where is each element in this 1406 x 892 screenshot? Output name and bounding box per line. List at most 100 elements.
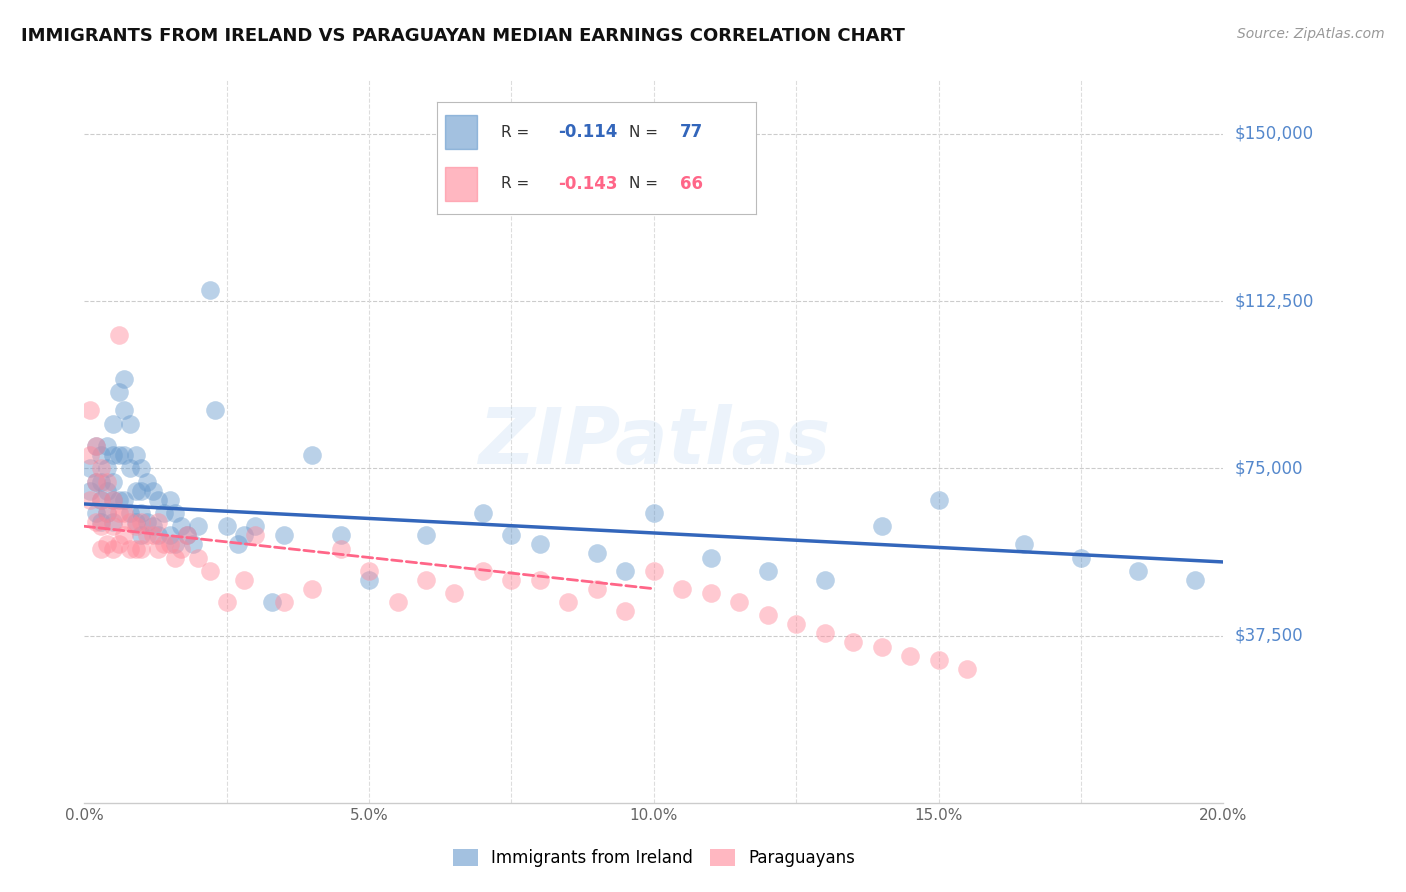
Point [170,541,193,556]
Point [101,541,124,556]
Point [101,417,124,431]
Point [79,483,101,498]
Point [112,506,135,520]
Point [529,537,551,551]
Point [232,528,254,542]
Point [118,461,141,475]
Point [586,546,609,560]
Point [165,506,187,520]
Point [79,492,101,507]
Point [273,528,295,542]
Point [956,662,979,676]
Point [112,448,135,462]
Point [170,519,193,533]
Point [107,492,129,507]
Point [1126,564,1149,578]
Point [101,515,124,529]
Point [107,537,129,551]
Point [1184,573,1206,587]
Point [232,573,254,587]
Point [107,506,129,520]
Point [898,648,921,663]
Point [90,492,112,507]
Point [96,461,118,475]
Point [118,515,141,529]
Point [118,541,141,556]
Point [443,586,465,600]
Point [124,519,146,533]
Point [90,541,112,556]
Point [472,506,495,520]
Point [198,283,221,297]
Point [124,448,146,462]
Point [142,483,165,498]
Point [415,528,437,542]
Point [159,492,181,507]
Text: Source: ZipAtlas.com: Source: ZipAtlas.com [1237,27,1385,41]
Point [118,417,141,431]
Point [96,506,118,520]
Point [215,519,238,533]
Point [1012,537,1035,551]
Point [165,537,187,551]
Point [756,564,779,578]
Point [131,528,153,542]
Point [501,528,523,542]
Point [643,564,665,578]
Text: $150,000: $150,000 [1234,125,1313,143]
Point [187,550,209,565]
Point [148,541,170,556]
Point [814,573,837,587]
Point [101,448,124,462]
Point [728,595,751,609]
Point [245,528,267,542]
Point [142,528,165,542]
Legend: Immigrants from Ireland, Paraguayans: Immigrants from Ireland, Paraguayans [446,842,862,874]
Point [181,537,204,551]
Point [84,515,107,529]
Point [198,564,221,578]
Point [96,475,118,489]
Point [131,461,153,475]
Point [643,506,665,520]
Point [245,519,267,533]
Point [226,537,249,551]
Point [928,653,950,667]
Point [262,595,284,609]
Point [96,537,118,551]
Point [118,506,141,520]
Point [153,506,176,520]
Point [107,327,129,342]
Point [142,519,165,533]
Point [90,461,112,475]
Point [107,385,129,400]
Point [136,528,159,542]
Point [756,608,779,623]
Point [614,564,637,578]
Point [359,564,381,578]
Point [90,515,112,529]
Point [84,506,107,520]
Point [700,586,723,600]
Point [136,475,159,489]
Text: IMMIGRANTS FROM IRELAND VS PARAGUAYAN MEDIAN EARNINGS CORRELATION CHART: IMMIGRANTS FROM IRELAND VS PARAGUAYAN ME… [21,27,905,45]
Point [84,475,107,489]
Point [131,506,153,520]
Point [301,582,323,596]
Point [101,492,124,507]
Point [700,550,723,565]
Point [90,475,112,489]
Text: ZIPatlas: ZIPatlas [478,403,830,480]
Point [131,515,153,529]
Point [112,403,135,417]
Point [112,372,135,386]
Point [387,595,409,609]
Text: $112,500: $112,500 [1234,292,1313,310]
Point [814,626,837,640]
Point [187,519,209,533]
Point [131,541,153,556]
Point [96,439,118,453]
Point [101,519,124,533]
Point [329,528,352,542]
Point [96,506,118,520]
